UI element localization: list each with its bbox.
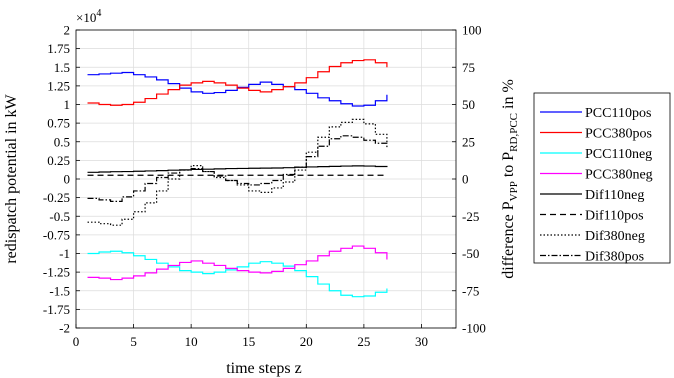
series-layer — [87, 59, 388, 298]
right-axis-label: difference PVPP to PRD,PCC in % — [500, 79, 520, 279]
axis-multiplier: ×104 — [76, 8, 101, 25]
right-tick-label: -75 — [462, 283, 479, 298]
right-axis-ticks: -100 -75 -50 -25 0 25 50 75 100 — [452, 23, 486, 336]
legend-entry: PCC380pos — [585, 127, 652, 142]
right-tick-label: 50 — [462, 97, 475, 112]
legend-items: PCC110pos PCC380pos PCC110neg PCC380neg Dif1… — [540, 106, 653, 265]
x-axis-ticks: 0 5 10 15 20 25 30 — [73, 324, 428, 349]
x-tick-label: 25 — [357, 334, 370, 349]
left-tick-label: 0.75 — [47, 116, 70, 131]
x-tick-label: 5 — [130, 334, 137, 349]
left-tick-label: 2 — [64, 23, 71, 38]
left-tick-label: 0.5 — [54, 134, 70, 149]
x-tick-label: 20 — [300, 334, 313, 349]
left-tick-label: -1 — [59, 246, 70, 261]
x-tick-label: 30 — [415, 334, 428, 349]
right-tick-label: 100 — [462, 23, 482, 38]
left-tick-label: 1 — [64, 97, 71, 112]
series-line-dif380pos — [87, 135, 388, 202]
left-tick-label: -0.5 — [49, 209, 70, 224]
right-tick-label: 25 — [462, 134, 475, 149]
left-tick-label: -1.25 — [43, 265, 70, 280]
right-tick-label: -25 — [462, 209, 479, 224]
series-line-pcc110neg — [87, 250, 388, 298]
series-line-dif110neg — [87, 165, 388, 173]
right-label-part-1: difference P — [500, 201, 517, 279]
left-tick-label: -0.75 — [43, 227, 70, 242]
right-label-sub-rd: RD,PCC — [508, 113, 520, 152]
left-axis-label: redispatch potential in kW — [3, 93, 20, 263]
left-tick-label: 0.25 — [47, 153, 70, 168]
left-tick-label: 1.75 — [47, 41, 70, 56]
right-tick-label: -50 — [462, 246, 479, 261]
x-axis-label: time steps z — [226, 360, 302, 377]
left-tick-label: -2 — [59, 321, 70, 336]
x-tick-label: 0 — [73, 334, 80, 349]
grid — [75, 29, 456, 329]
legend-entry: PCC110pos — [585, 106, 651, 121]
legend-entry: PCC380neg — [585, 168, 653, 183]
legend: PCC110pos PCC380pos PCC110neg PCC380neg Dif1… — [533, 92, 671, 265]
legend-entry: Dif110neg — [585, 188, 644, 203]
left-tick-label: -1.75 — [43, 302, 70, 317]
series-line-dif380neg — [87, 118, 388, 226]
x-tick-label: 15 — [242, 334, 255, 349]
left-tick-label: -1.5 — [49, 283, 70, 298]
left-tick-label: 1.25 — [47, 78, 70, 93]
right-tick-label: 75 — [462, 60, 475, 75]
left-tick-label: 0 — [64, 172, 71, 187]
legend-entry: PCC110neg — [585, 147, 652, 162]
right-label-part-2: to P — [500, 152, 517, 181]
legend-entry: Dif380pos — [585, 250, 644, 265]
series-line-pcc380pos — [87, 59, 388, 106]
series-line-pcc380neg — [87, 245, 388, 281]
right-tick-label: 0 — [462, 172, 469, 187]
left-axis-ticks: -2 -1.75 -1.5 -1.25 -1 -0.75 -0.5 -0.25 0 0.25 0.5… — [43, 23, 80, 336]
legend-box — [533, 92, 671, 264]
right-tick-label: -100 — [462, 321, 486, 336]
right-label-sub-vpp: VPP — [508, 181, 520, 201]
left-tick-label: -0.25 — [43, 190, 70, 205]
x-tick-label: 10 — [185, 334, 198, 349]
series-line-pcc110pos — [87, 71, 388, 107]
left-tick-label: 1.5 — [54, 60, 70, 75]
right-label-part-3: in % — [500, 79, 517, 113]
legend-entry: Dif380neg — [585, 229, 645, 244]
legend-entry: Dif110pos — [585, 209, 644, 224]
